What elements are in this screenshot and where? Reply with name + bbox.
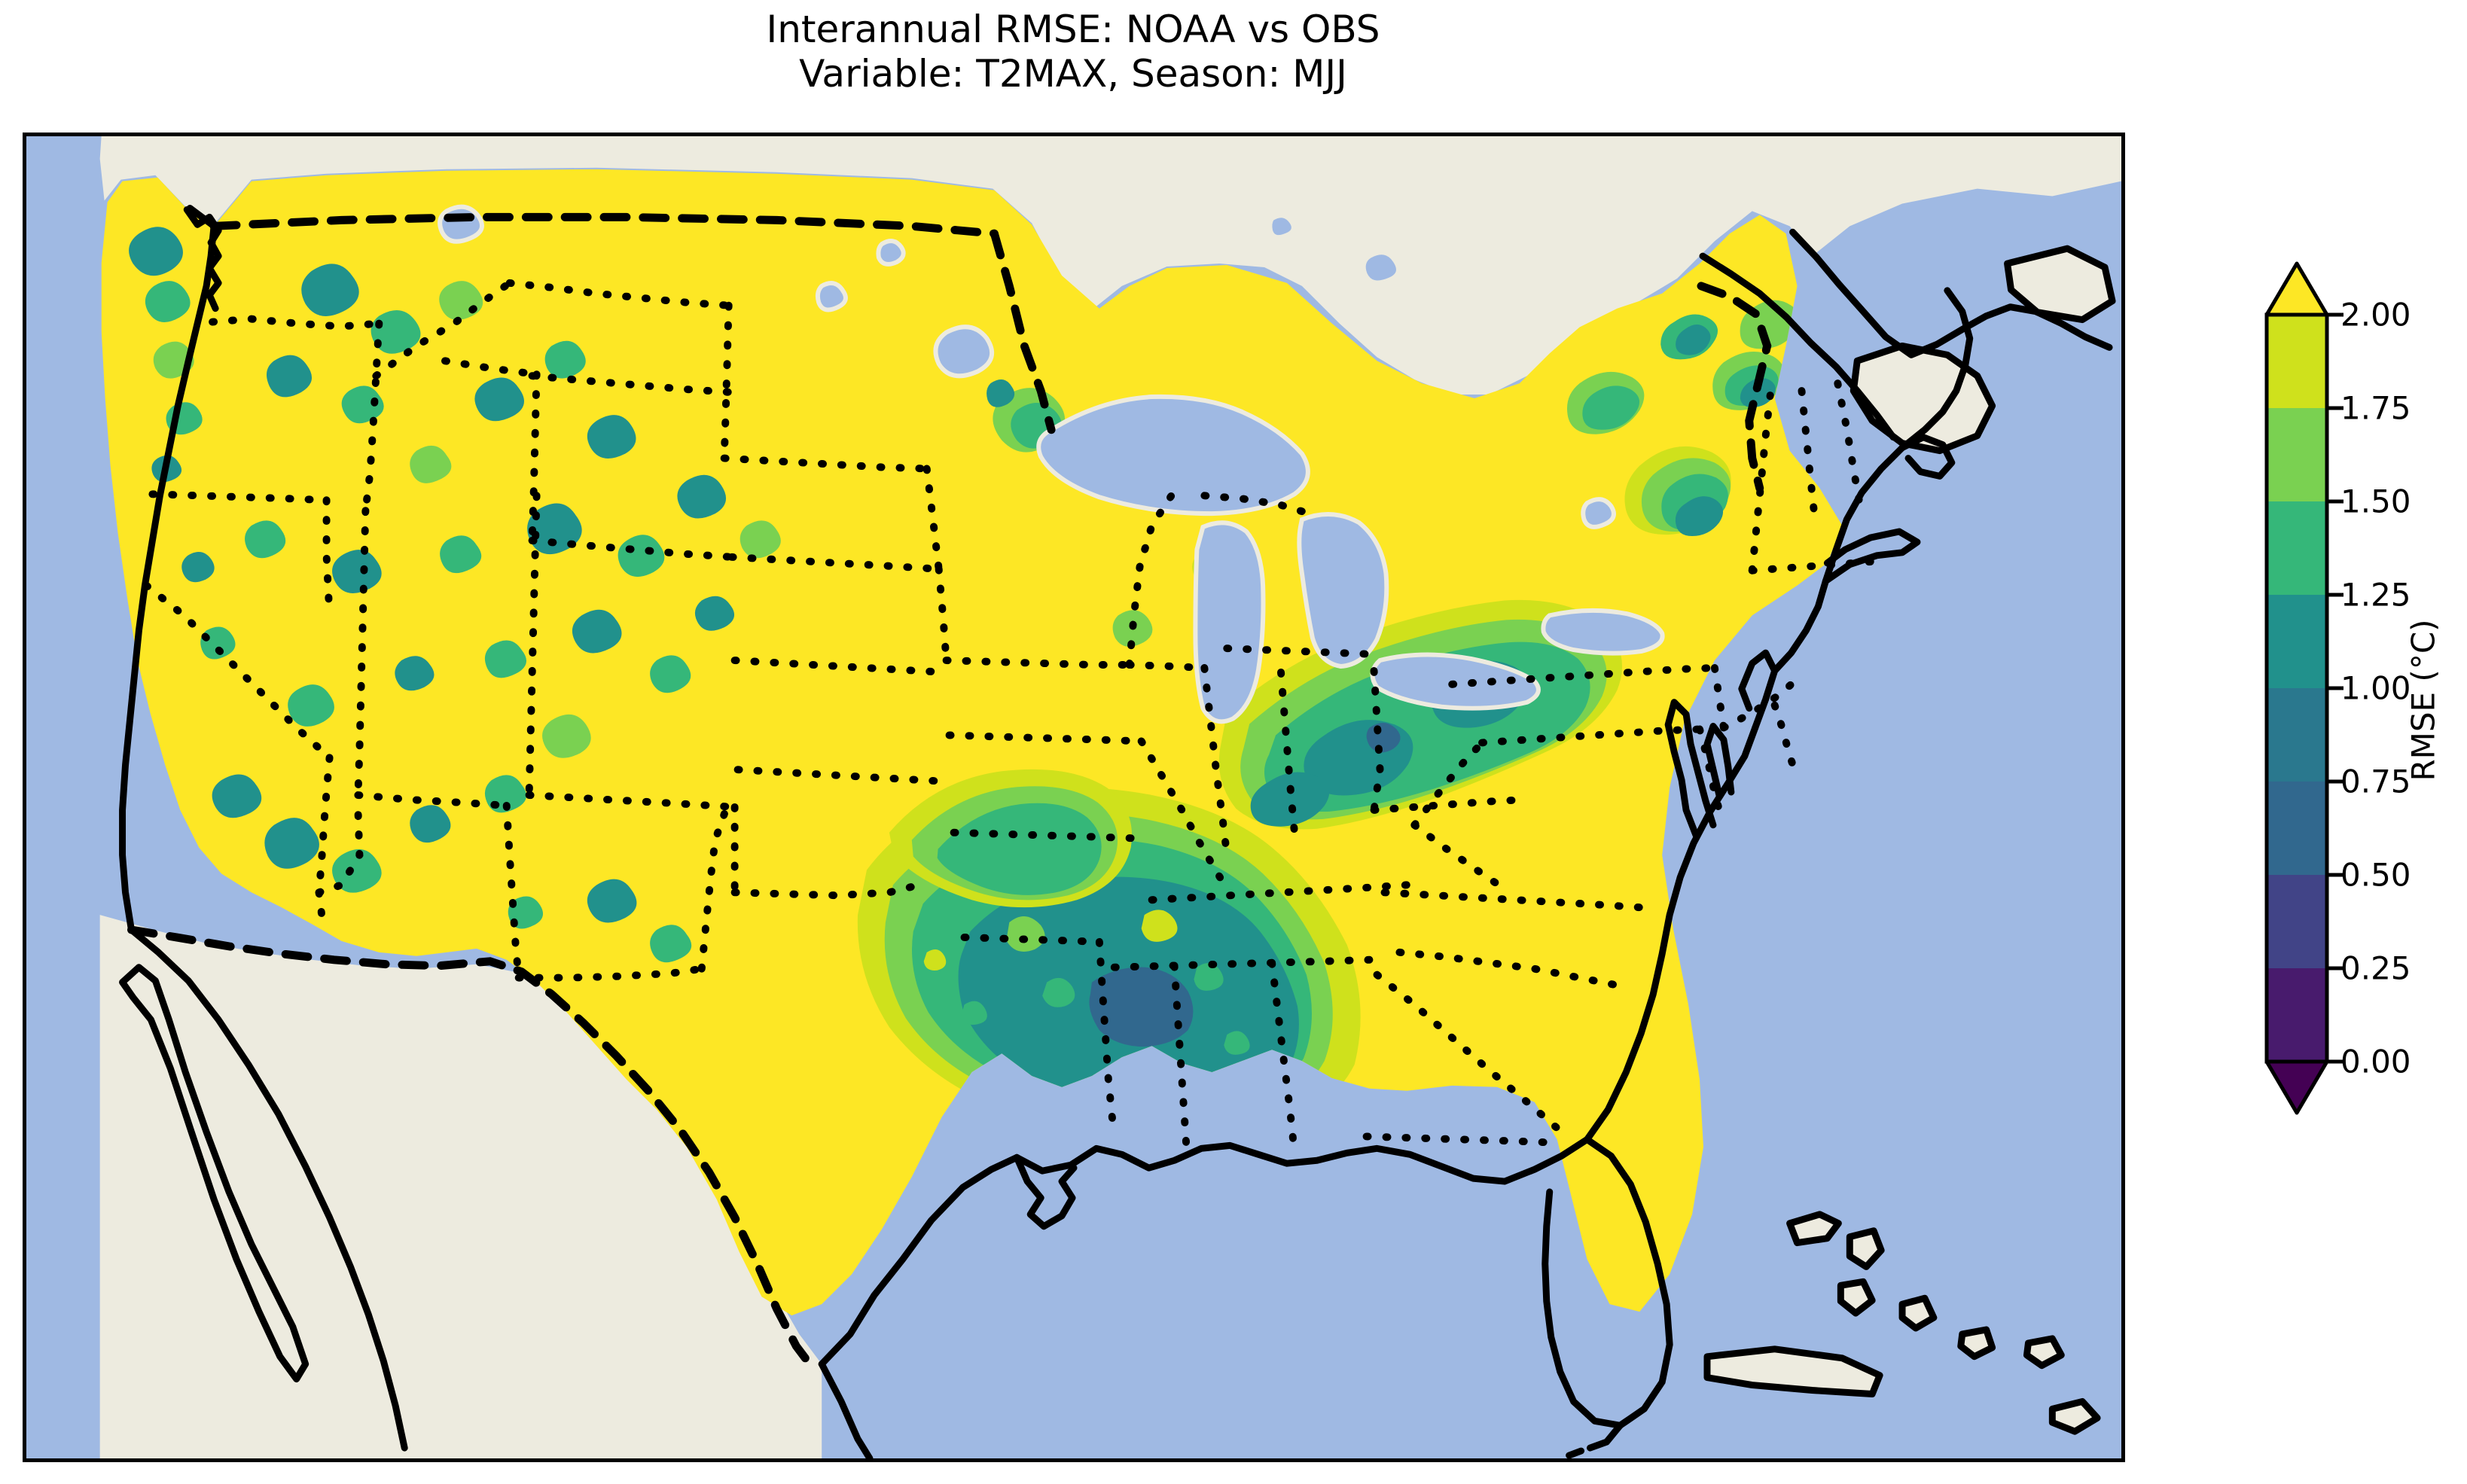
colorbar-axis-label: RMSE (°C) xyxy=(2404,619,2442,782)
contour-band-1.25-arkansas xyxy=(937,803,1102,895)
map-canvas xyxy=(26,136,2121,1458)
colorbar-tick-label-0.25: 0.25 xyxy=(2340,949,2411,987)
colorbar-tick-label-0.75: 0.75 xyxy=(2340,763,2411,800)
colorbar-tick-label-0.00: 0.00 xyxy=(2340,1043,2411,1080)
colorbar-tick-label-1.25: 1.25 xyxy=(2340,576,2411,614)
map-axes xyxy=(23,133,2125,1462)
contour-band-1.00-appalachia-core3 xyxy=(1250,772,1330,827)
colorbar-band-1.00-1.25 xyxy=(2267,595,2327,688)
coastlines xyxy=(119,204,2116,1458)
state-borders xyxy=(142,279,1877,1157)
land-polygons xyxy=(99,136,2121,1458)
colorbar: 2.00 1.75 1.50 1.25 1.00 0.75 0.50 0.25 … xyxy=(2252,248,2467,1152)
colorbar-band-0.00-0.25 xyxy=(2267,968,2327,1062)
title-line-2: Variable: T2MAX, Season: MJJ xyxy=(799,52,1347,96)
contour-patches-northeast xyxy=(1566,300,1800,536)
great-lakes xyxy=(438,204,1665,724)
colorbar-band-1.50-1.75 xyxy=(2267,408,2327,501)
colorbar-band-0.50-0.75 xyxy=(2267,782,2327,875)
colorbar-tick-label-1.00: 1.00 xyxy=(2340,669,2411,707)
colorbar-tick-label-1.75: 1.75 xyxy=(2340,389,2411,427)
colorbar-band-0.75-1.00 xyxy=(2267,688,2327,782)
colorbar-extend-top xyxy=(2264,261,2329,317)
country-borders xyxy=(127,212,1772,1375)
colorbar-ticks xyxy=(2327,312,2343,1064)
title-line-1: Interannual RMSE: NOAA vs OBS xyxy=(766,8,1380,51)
contour-texture-southeast xyxy=(923,910,1250,1095)
colorbar-tick-label-2.00: 2.00 xyxy=(2340,296,2411,334)
colorbar-band-1.25-1.50 xyxy=(2267,501,2327,595)
colorbar-tick-label-0.50: 0.50 xyxy=(2340,856,2411,894)
figure-title: Interannual RMSE: NOAA vs OBS Variable: … xyxy=(0,0,2146,96)
colorbar-band-1.75-2.00 xyxy=(2267,315,2327,408)
colorbar-extend-bottom xyxy=(2264,1059,2329,1115)
contour-band-0.75-1.00-southeast-min xyxy=(1089,967,1194,1047)
colorbar-band-0.25-0.50 xyxy=(2267,875,2327,968)
colorbar-tick-label-1.50: 1.50 xyxy=(2340,483,2411,520)
colorbar-swatches xyxy=(2264,261,2343,1115)
